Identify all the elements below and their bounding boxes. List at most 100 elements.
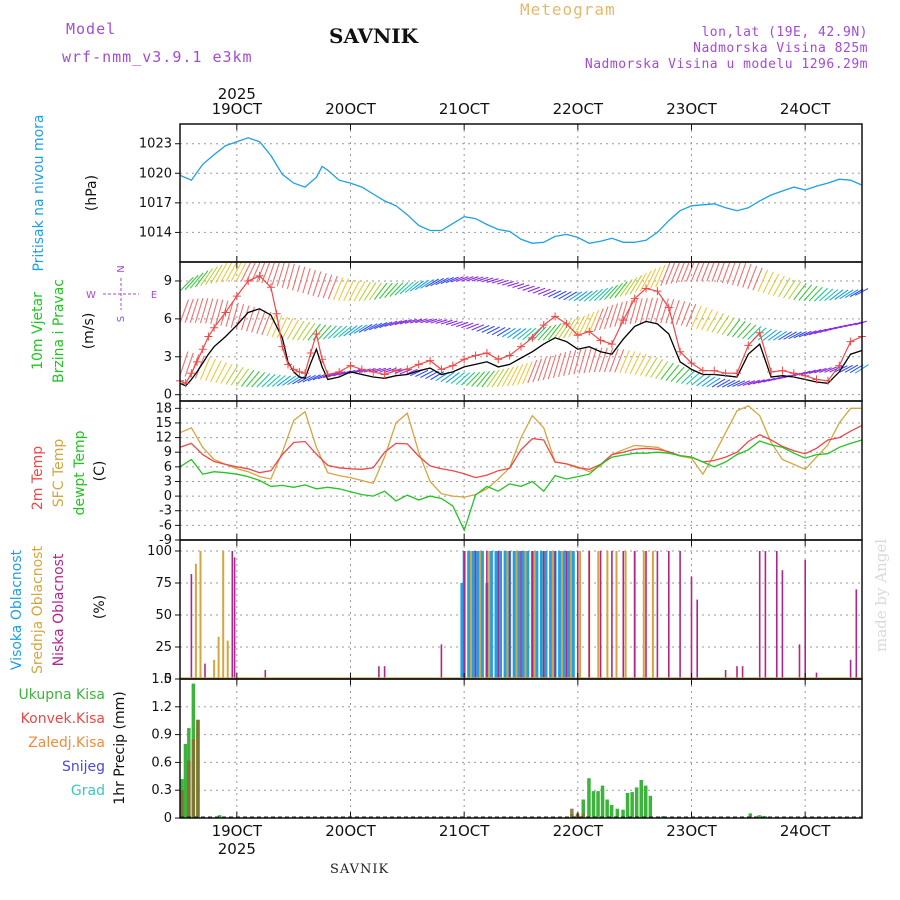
y-tick-label: 0.9: [151, 728, 172, 743]
precip-bar-total: [639, 780, 643, 818]
wind-arrow: [460, 372, 476, 386]
x-tick-label-top: 23OCT: [666, 100, 717, 118]
wind-gust-marker: [301, 369, 310, 378]
wind-arrow: [757, 328, 772, 341]
dewpt-line: [179, 439, 863, 532]
wind-arrow: [578, 348, 587, 374]
wind-arrow: [471, 324, 485, 331]
wind-arrow: [696, 375, 711, 387]
wind-arrow: [512, 283, 525, 289]
y-tick-label: 25: [155, 640, 172, 655]
x-tick-label-bottom: 21OCT: [439, 822, 490, 840]
wind-arrow: [332, 277, 344, 301]
wind-arrow: [246, 371, 260, 388]
wind-arrow: [731, 321, 746, 338]
model-label: Model: [66, 20, 117, 38]
wind-arrow: [711, 313, 724, 333]
wind-arrow: [430, 277, 444, 287]
precip-bar-total: [625, 793, 630, 818]
model-elevation-label: Nadmorska Visina u modelu 1296.29m: [584, 57, 868, 72]
x-tick-label-top: 24OCT: [780, 100, 831, 118]
wind-arrow: [634, 272, 647, 293]
wind-arrow: [568, 349, 577, 376]
wind-gust-marker: [801, 371, 810, 380]
wind-arrow: [645, 357, 658, 377]
y-tick-label: 6: [164, 460, 172, 475]
wind-arrow: [338, 325, 353, 338]
wind-arrow: [660, 262, 671, 287]
wind-arrow: [506, 365, 519, 387]
x-tick-label-bottom: 19OCT: [212, 822, 263, 840]
wind-arrow: [194, 298, 204, 323]
wind-arrow: [379, 367, 392, 373]
wind-arrow: [721, 262, 731, 284]
precip-bar-conv: [180, 790, 184, 818]
wind-arrow: [261, 373, 276, 388]
wind-arrow: [425, 278, 439, 288]
wind-arrow: [726, 262, 736, 285]
wind-arrow: [215, 262, 228, 283]
wind-arrow: [711, 378, 726, 388]
wind-arrow: [501, 366, 514, 387]
wind-arrow: [194, 270, 209, 288]
wind-arrow: [604, 284, 619, 300]
wind-arrow: [690, 305, 702, 328]
wind-arrow: [839, 364, 853, 373]
dewpt-title: dewpt Temp: [72, 430, 88, 515]
wind-arrow: [808, 329, 822, 336]
wind-arrow: [742, 263, 752, 288]
wind-arrow: [767, 330, 782, 341]
panel-frame: [179, 400, 863, 541]
wind-gust-marker: [181, 379, 190, 388]
y-tick-label: 0: [164, 388, 172, 403]
y-tick-label: 50: [155, 608, 172, 623]
wind-arrow: [184, 352, 194, 377]
wind-arrow: [189, 272, 204, 289]
wind-arrow: [742, 324, 757, 339]
wind-arrow: [486, 369, 500, 388]
wind-arrow: [819, 288, 834, 302]
wind-arrow: [297, 321, 311, 341]
wind-gust-marker: [835, 361, 844, 370]
wind-gust-marker: [357, 365, 366, 374]
wind-gust-marker: [812, 375, 821, 384]
wind-arrow: [471, 276, 484, 282]
marks-layer: [176, 137, 869, 818]
precip-bar-total: [763, 816, 767, 818]
wind-arrow: [675, 262, 685, 284]
wind-arrow: [701, 376, 716, 387]
wind-arrow: [747, 326, 762, 340]
wind-arrow: [225, 301, 234, 327]
wind-arrow: [415, 318, 427, 324]
wind-arrow: [629, 352, 641, 375]
y-tick-label: 1014: [139, 225, 172, 240]
wind-arrow: [266, 262, 275, 285]
wind-gust-marker: [528, 333, 537, 342]
wind-arrow: [629, 274, 643, 295]
wind-arrow: [670, 366, 685, 382]
wind-gust-marker: [448, 361, 457, 370]
wind-arrow: [803, 369, 816, 375]
wind-arrow: [225, 262, 237, 282]
wind-arrow: [609, 303, 619, 328]
wind-gust-marker: [687, 359, 696, 368]
wind-gust-marker: [232, 292, 241, 301]
wind-arrow: [307, 374, 321, 382]
wind-arrow: [297, 375, 311, 384]
wind-gust-marker: [505, 351, 514, 360]
wind-gust-marker: [562, 319, 571, 328]
wind-arrow: [583, 347, 592, 374]
wind-arrow: [328, 371, 341, 378]
wind-gust-marker: [710, 366, 719, 375]
wind-arrow: [215, 299, 224, 325]
sfc-temp-title: SFC Temp: [51, 439, 67, 508]
wind-arrow: [849, 288, 864, 298]
pressure-line: [179, 137, 863, 244]
wind-arrow: [655, 297, 664, 323]
wind-gust-marker: [460, 355, 469, 364]
wind-arrow: [655, 360, 669, 379]
wind-arrow: [399, 281, 414, 295]
cloud-high-title: Visoka Oblacnost: [9, 549, 25, 670]
wind-gust-marker: [676, 347, 685, 356]
wind-arrow: [767, 273, 780, 295]
